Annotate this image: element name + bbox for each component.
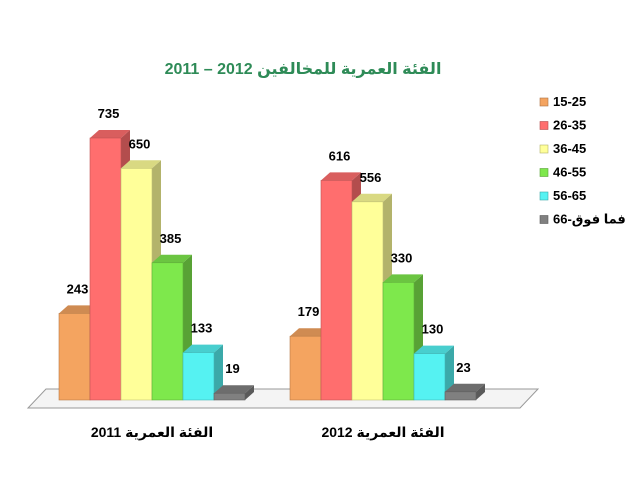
legend-item: 26-35 xyxy=(539,118,586,133)
value-label: 556 xyxy=(360,170,382,185)
value-label: 735 xyxy=(98,106,120,121)
legend-label: 15-25 xyxy=(553,94,586,109)
group-labels: الفئة العمرية 2011 الفئة العمرية 2012 xyxy=(91,424,445,441)
bar-top xyxy=(90,130,130,138)
value-labels: 243 735 650 385 133 19 179 616 556 330 130 23 xyxy=(67,106,471,376)
legend-swatch xyxy=(539,97,549,107)
value-label: 133 xyxy=(191,321,213,336)
bar-front xyxy=(351,201,384,401)
value-label: 23 xyxy=(456,360,470,375)
legend-item: 56-65 xyxy=(539,188,586,203)
legend-label: 26-35 xyxy=(553,118,586,133)
group-label: الفئة العمرية 2011 xyxy=(91,424,213,441)
bar-front xyxy=(182,352,215,401)
bar-front xyxy=(444,391,477,401)
legend-item: 36-45 xyxy=(539,141,586,156)
value-label: 616 xyxy=(329,148,351,163)
bar-top xyxy=(290,328,330,337)
bar-top xyxy=(414,345,454,354)
legend-item: 66-فما فوق xyxy=(539,212,626,227)
chart-title: الفئة العمرية للمخالفين 2012 – 2011 xyxy=(165,61,442,78)
legend-swatch xyxy=(539,144,549,154)
legend-label: 46-55 xyxy=(553,165,586,180)
bar-front xyxy=(120,167,153,401)
bar-56-65-0 xyxy=(182,344,223,401)
value-label: 179 xyxy=(298,304,320,319)
legend-label: 36-45 xyxy=(553,141,586,156)
value-label: 650 xyxy=(129,136,151,151)
bars xyxy=(58,130,485,401)
value-label: 330 xyxy=(391,250,413,265)
bar-66-فما فوق-1 xyxy=(444,383,485,401)
value-label: 243 xyxy=(67,281,89,296)
legend-swatch xyxy=(539,168,549,177)
bar-top xyxy=(352,193,392,202)
bar-top xyxy=(445,383,485,392)
bar-top xyxy=(59,305,99,314)
value-label: 385 xyxy=(160,231,182,246)
bar-front xyxy=(320,180,353,401)
group-label: الفئة العمرية 2012 xyxy=(321,424,444,441)
bar-front xyxy=(58,313,91,401)
bar-top xyxy=(183,344,223,353)
bar-top xyxy=(383,274,423,283)
legend-swatch xyxy=(539,215,549,224)
legend: 15-25 26-35 36-45 46-55 56-65 66-فما فوق xyxy=(539,94,626,227)
bar-front xyxy=(382,282,415,401)
legend-label: 66-فما فوق xyxy=(553,212,626,227)
legend-item: 46-55 xyxy=(539,165,586,180)
bar-side xyxy=(214,344,223,400)
bar-top xyxy=(152,254,192,263)
bar-front xyxy=(413,353,446,401)
value-label: 130 xyxy=(422,322,444,337)
bar-front xyxy=(213,392,246,401)
bar-46-55-1 xyxy=(382,274,423,401)
legend-swatch xyxy=(539,121,549,130)
bar-side xyxy=(245,385,254,400)
legend-label: 56-65 xyxy=(553,188,586,203)
bar-front xyxy=(289,335,322,401)
bar-top xyxy=(214,385,254,394)
bar-side xyxy=(476,383,485,400)
legend-swatch xyxy=(539,191,549,201)
bar-front xyxy=(89,137,122,401)
bar-66-فما فوق-0 xyxy=(213,385,254,401)
legend-item: 15-25 xyxy=(539,94,586,109)
value-label: 19 xyxy=(225,361,239,376)
bar-top xyxy=(321,172,361,181)
bar-top xyxy=(121,160,161,169)
bar-56-65-1 xyxy=(413,345,454,401)
bar-front xyxy=(151,262,184,401)
